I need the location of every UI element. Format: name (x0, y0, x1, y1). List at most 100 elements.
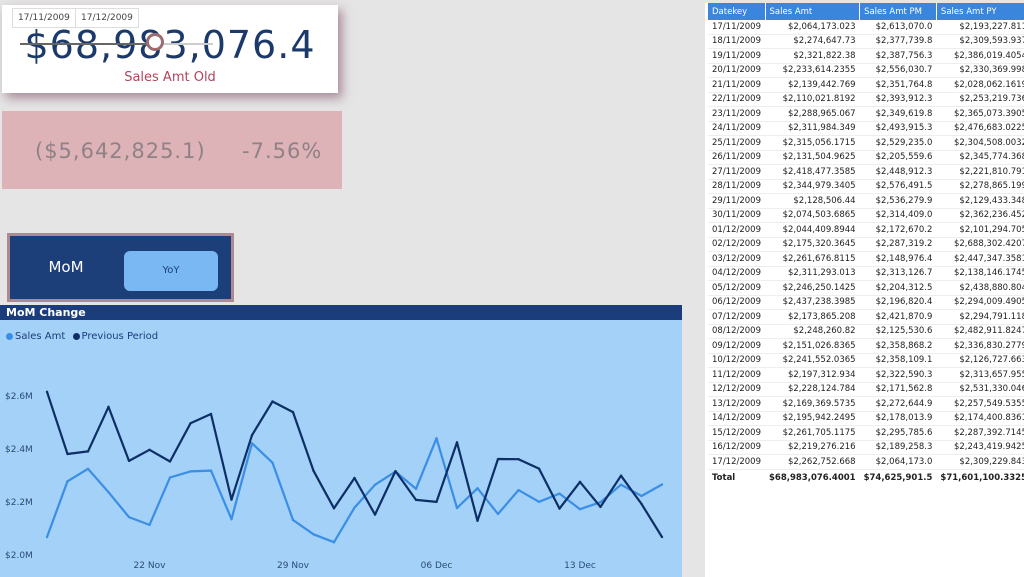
data-point[interactable] (517, 458, 520, 461)
table-cell: 01/12/2009 (708, 222, 765, 238)
toggle-inner: MoM YoY (10, 236, 231, 299)
yoy-option-button[interactable]: YoY (124, 251, 218, 291)
table-cell: $2,178,013.9 (859, 411, 937, 426)
data-point[interactable] (209, 469, 213, 472)
data-point[interactable] (435, 500, 438, 504)
table-cell: $2,421,870.9 (859, 309, 937, 325)
data-point[interactable] (660, 535, 664, 539)
table-cell: $2,322,590.3 (859, 367, 937, 383)
table-cell: 11/12/2009 (708, 367, 765, 383)
data-point[interactable] (209, 412, 213, 416)
legend-item-previous-period[interactable]: Previous Period (72, 331, 158, 342)
data-point[interactable] (373, 483, 377, 486)
data-point[interactable] (537, 467, 541, 470)
table-cell: 19/11/2009 (708, 48, 765, 64)
table-cell: $2,044,409.8944 (765, 222, 860, 238)
data-point[interactable] (496, 457, 500, 461)
data-point[interactable] (291, 518, 295, 522)
data-point[interactable] (619, 474, 623, 477)
table-cell: $2,345,774.368 (936, 150, 1024, 165)
data-point[interactable] (599, 500, 602, 504)
data-point[interactable] (640, 494, 643, 498)
table-cell: $2,351,764.8 (859, 77, 937, 93)
slider-track[interactable] (20, 43, 213, 45)
data-point[interactable] (66, 480, 69, 483)
data-point[interactable] (250, 442, 254, 445)
column-header[interactable]: Sales Amt PM (859, 3, 937, 20)
series-line-sales-amt[interactable] (45, 437, 663, 544)
table-cell: $2,246,250.1425 (765, 280, 860, 296)
data-point[interactable] (291, 410, 295, 414)
data-point[interactable] (373, 513, 377, 516)
data-point[interactable] (558, 507, 561, 510)
end-date-input[interactable]: 17/12/2009 (75, 8, 139, 28)
data-point[interactable] (578, 507, 582, 511)
data-point[interactable] (66, 452, 69, 456)
data-point[interactable] (394, 469, 397, 473)
data-point[interactable] (127, 515, 131, 519)
legend-item-sales-amt[interactable]: Sales Amt (6, 331, 65, 342)
data-point[interactable] (332, 541, 336, 544)
table-cell: $2,195,942.2495 (765, 411, 860, 426)
table-cell: $2,261,705.1175 (765, 425, 860, 441)
data-point[interactable] (45, 535, 49, 539)
data-point[interactable] (168, 460, 172, 463)
data-point[interactable] (640, 502, 643, 506)
data-point[interactable] (517, 488, 520, 492)
data-point[interactable] (189, 422, 192, 425)
data-point[interactable] (332, 507, 336, 510)
data-point[interactable] (271, 461, 274, 464)
data-point[interactable] (107, 490, 110, 494)
table-cell: 10/12/2009 (708, 353, 765, 368)
data-point[interactable] (189, 470, 192, 473)
data-point[interactable] (230, 498, 233, 501)
data-point[interactable] (168, 476, 172, 479)
data-point[interactable] (250, 434, 254, 437)
data-point[interactable] (312, 469, 315, 473)
data-point[interactable] (476, 487, 479, 490)
data-point[interactable] (148, 448, 151, 451)
data-point[interactable] (312, 533, 315, 536)
start-date-input[interactable]: 17/11/2009 (12, 8, 76, 28)
table-cell: 21/11/2009 (708, 77, 765, 93)
data-point[interactable] (353, 506, 356, 509)
data-point[interactable] (127, 459, 131, 463)
data-point[interactable] (45, 390, 49, 393)
difference-percent: -7.56% (242, 139, 323, 163)
data-point[interactable] (271, 400, 274, 403)
column-header[interactable]: Sales Amt PY (936, 3, 1024, 20)
data-point[interactable] (86, 450, 90, 453)
table-cell: 20/11/2009 (708, 63, 765, 78)
data-point[interactable] (455, 506, 459, 510)
data-point[interactable] (414, 487, 418, 491)
data-point[interactable] (537, 500, 541, 503)
table-row: 15/12/2009 $2,261,705.1175 $2,295,785.6 $2,… (708, 425, 1024, 441)
data-point[interactable] (619, 483, 623, 486)
data-point[interactable] (86, 467, 90, 471)
column-header[interactable]: Datekey (708, 3, 766, 20)
mom-option-button[interactable]: MoM (48, 258, 84, 276)
data-point[interactable] (148, 523, 151, 527)
data-point[interactable] (435, 437, 438, 440)
series-line-previous-period[interactable] (45, 391, 663, 538)
column-header[interactable]: Sales Amt (765, 3, 861, 20)
data-point[interactable] (496, 512, 500, 516)
data-point[interactable] (230, 518, 233, 521)
data-point[interactable] (455, 441, 459, 444)
slider-handle[interactable] (146, 33, 165, 51)
table-cell: $2,248,260.82 (765, 324, 860, 339)
table-row: 17/11/2009 $2,064,173.023 $2,613,070.0 $2,1… (708, 20, 1024, 35)
data-point[interactable] (578, 480, 582, 484)
table-cell: 29/11/2009 (708, 193, 765, 209)
table-cell: $2,556,030.7 (859, 63, 937, 78)
y-tick-label: $2.0M (5, 551, 33, 561)
data-point[interactable] (476, 519, 479, 522)
table-row: 25/11/2009 $2,315,056.1715 $2,529,235.0 $2,… (708, 135, 1024, 151)
data-point[interactable] (558, 492, 561, 495)
data-point[interactable] (599, 505, 602, 509)
data-point[interactable] (107, 405, 110, 409)
data-point[interactable] (660, 483, 664, 486)
data-point[interactable] (353, 476, 356, 480)
data-point[interactable] (414, 498, 418, 502)
kpi-label: Sales Amt Old (124, 70, 216, 85)
